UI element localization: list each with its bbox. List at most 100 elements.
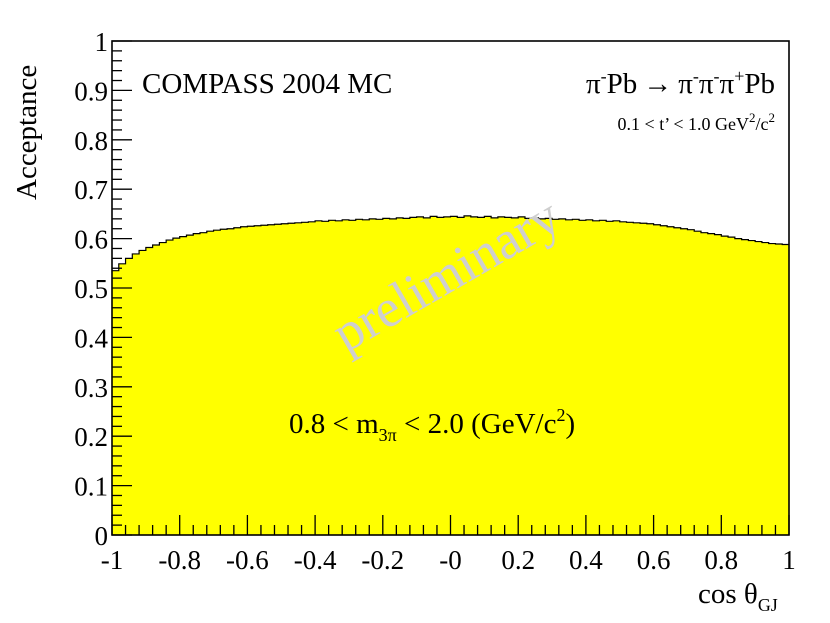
t-cut-superscript: 2	[769, 110, 776, 125]
histogram-bin	[342, 219, 350, 535]
experiment-label: COMPASS 2004 MC	[142, 68, 392, 100]
reaction-charge: +	[734, 66, 744, 86]
histogram-bin	[227, 228, 235, 535]
histogram-bin	[491, 217, 499, 536]
mass-cut-superscript: 2	[556, 405, 565, 425]
histogram-bin	[389, 218, 397, 535]
histogram-bin	[308, 221, 316, 535]
y-tick-label: 0.4	[74, 323, 108, 353]
histogram-bin	[545, 218, 553, 535]
axis-ticks: 0 0.1 0.2 0.3 0.4 0.5 0.6 0.7 0.8 0.9 1 - 1 -0.8 -0.6 -…	[74, 27, 796, 575]
reaction-pi-beam: π	[586, 68, 601, 100]
histogram-bin	[260, 225, 269, 535]
histogram-bin	[741, 239, 749, 535]
histogram-bin	[206, 231, 215, 535]
histogram-bin	[396, 217, 404, 536]
histogram-bin	[687, 229, 695, 535]
histogram-bin	[403, 218, 411, 535]
histogram-bin	[369, 218, 377, 535]
reaction-charge: -	[693, 66, 699, 86]
histogram-bin	[159, 242, 167, 535]
histogram-bin	[457, 217, 465, 535]
histogram-bin	[572, 219, 580, 536]
histogram-bin	[118, 263, 127, 535]
histogram-bin	[152, 245, 160, 535]
reaction-recoil: Pb	[744, 68, 775, 100]
histogram-bin	[714, 234, 722, 535]
x-tick-label: -0.8	[158, 545, 201, 575]
histogram-bin	[328, 220, 337, 535]
histogram-bin	[355, 219, 364, 536]
histogram-bin	[524, 218, 533, 535]
histogram-bin	[335, 220, 343, 536]
histogram-bin	[660, 225, 668, 536]
y-tick-label: 0.5	[74, 274, 108, 304]
histogram-bin	[166, 240, 174, 535]
y-tick-label: 0.6	[74, 225, 108, 255]
histogram-bin	[721, 236, 729, 535]
histogram-bin	[728, 237, 736, 536]
x-tick-label: 1	[782, 545, 796, 575]
histogram-bin	[145, 247, 154, 535]
histogram-bin	[436, 217, 445, 535]
histogram-bin	[673, 227, 682, 535]
histogram-bin	[125, 258, 133, 535]
mass-cut-label: 0.8 < m3π < 2.0 (GeV/c2)	[289, 405, 575, 445]
histogram-bin	[552, 219, 560, 536]
y-tick-label: 0.2	[74, 422, 108, 452]
histogram-bin	[518, 216, 526, 535]
y-tick-label: 0.7	[74, 175, 108, 205]
t-cut-main: 0.1 < t’ < 1.0 GeV	[618, 114, 749, 134]
x-axis-label-subscript: GJ	[758, 595, 778, 615]
histogram-bin	[281, 223, 289, 535]
histogram-bin	[504, 217, 513, 535]
histogram-bin	[416, 216, 425, 535]
histogram-bin	[511, 217, 519, 536]
t-cut-mid: /c	[756, 114, 769, 134]
histogram-bin	[301, 222, 309, 535]
histogram-bin	[409, 217, 418, 535]
reaction-pi-2: π	[699, 68, 714, 100]
x-tick-label: 0.4	[569, 545, 603, 575]
y-tick-label: 1	[95, 27, 109, 57]
reaction-pi-3: π	[720, 68, 735, 100]
x-axis-label-main: cos θ	[698, 578, 758, 610]
histogram-bin	[761, 242, 770, 535]
reaction-charge: -	[714, 66, 720, 86]
histogram-bin	[585, 219, 594, 535]
y-tick-label: 0	[95, 521, 109, 551]
histogram-bin	[700, 232, 709, 535]
histogram-bin	[599, 220, 607, 535]
x-tick-label: -0.6	[226, 545, 269, 575]
histogram-bin	[179, 236, 188, 535]
y-tick-label: 0.1	[74, 472, 108, 502]
reaction-target: Pb	[607, 68, 638, 100]
histogram-bin	[348, 220, 357, 535]
histogram-bin	[477, 217, 485, 535]
y-tick-label: 0.9	[74, 76, 108, 106]
histogram-bin	[220, 229, 228, 536]
histogram-bin	[423, 217, 431, 536]
histogram-bin	[315, 220, 323, 536]
histogram-bin	[626, 222, 634, 535]
histogram-bin	[653, 224, 661, 535]
x-axis-label: cos θGJ	[698, 578, 778, 615]
y-tick-label: 0.3	[74, 373, 108, 403]
histogram-bin	[667, 226, 675, 535]
reaction-label: π-Pb → π-π-π+Pb	[586, 66, 775, 100]
x-tick-label: 0.8	[704, 545, 738, 575]
histogram-bin	[565, 219, 573, 535]
histogram-bin	[213, 230, 221, 535]
histogram-outline	[112, 215, 789, 272]
histogram-bin	[443, 216, 452, 535]
histogram-bin	[288, 223, 296, 535]
histogram-bin	[640, 223, 648, 535]
histogram-bin	[200, 232, 208, 535]
histogram-bin	[267, 224, 276, 535]
histogram-bin	[531, 217, 540, 536]
histogram-bin	[139, 250, 147, 535]
t-cut-label: 0.1 < t’ < 1.0 GeV2/c2	[618, 110, 775, 134]
histogram-bin	[362, 219, 370, 535]
histogram-bin	[612, 220, 621, 536]
